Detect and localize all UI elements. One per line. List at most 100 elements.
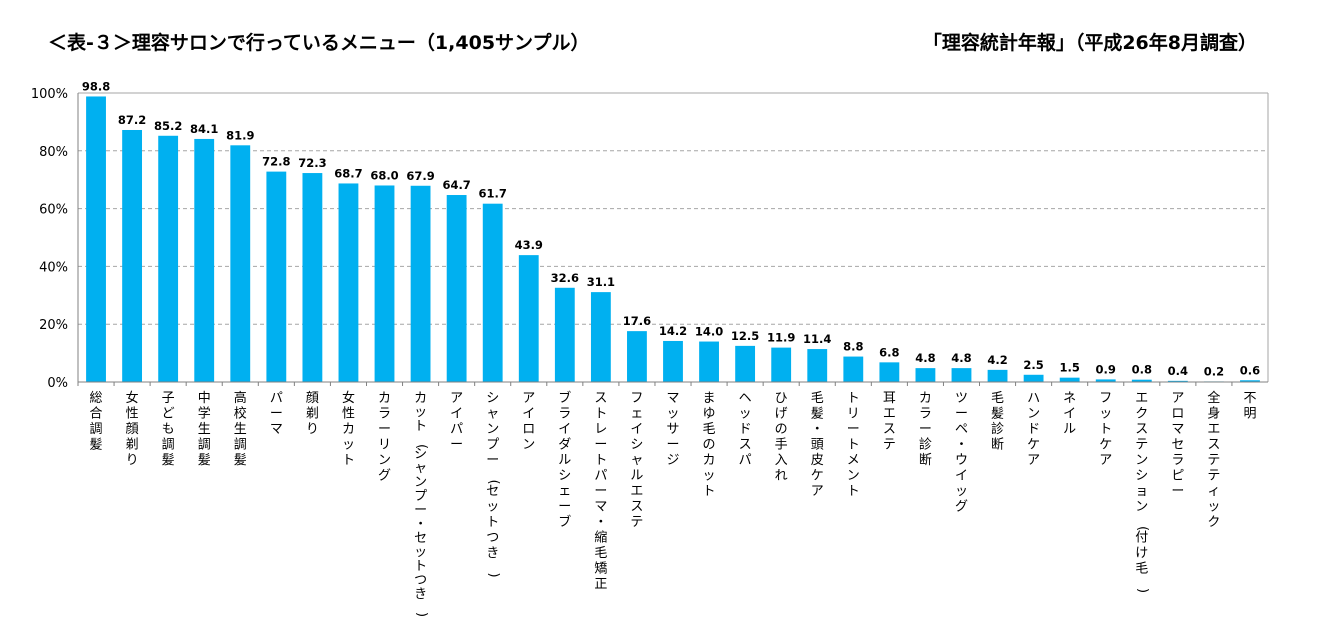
bar: [86, 96, 106, 382]
x-tick-label: アロマセラピー: [1171, 391, 1184, 499]
data-label: 11.9: [767, 331, 795, 345]
bar: [735, 345, 756, 382]
data-label: 84.1: [190, 122, 218, 136]
data-label: 14.0: [695, 325, 723, 339]
x-tick-label: カラー診断: [919, 391, 932, 468]
data-label: 43.9: [515, 238, 543, 252]
data-label: 61.7: [479, 187, 507, 201]
x-tick-label: まゆ毛のカット: [703, 391, 716, 499]
data-label: 85.2: [154, 119, 182, 133]
bar: [1023, 374, 1044, 382]
x-tick-label: 中学生調髪: [198, 391, 211, 468]
x-tick-label: ネイル: [1063, 391, 1076, 437]
label-layer: 98.8 87.2 85.2 84.1 81.9 72.8 72.3 68.7 68.0 67.9…: [82, 79, 1260, 378]
x-tick-label: ヘッドスパ: [739, 391, 752, 468]
data-label: 0.4: [1168, 364, 1188, 378]
data-label: 72.3: [298, 156, 326, 170]
bar: [482, 203, 503, 382]
data-label: 0.6: [1240, 363, 1260, 377]
data-label: 4.2: [987, 353, 1007, 367]
x-tick-label: 高校生調髪: [234, 390, 247, 468]
bar: [554, 287, 575, 382]
bar: [987, 369, 1008, 382]
bar: [843, 356, 864, 382]
x-tick-label: フェイシャルエステ: [630, 391, 643, 530]
bar: [374, 185, 395, 382]
bar: [1095, 379, 1116, 382]
bar: [663, 340, 683, 382]
axis-layer: 0% 20% 40% 60% 80% 100% 総合調髪 女性顔剃り 子ども調髪 中学生調髪 高校生…: [31, 87, 1269, 617]
bar: [302, 173, 323, 382]
bar: [158, 135, 179, 382]
y-tick-label: 20%: [39, 318, 68, 333]
x-tick-label: ストレートパーマ・縮毛矯正: [594, 391, 607, 592]
x-tick-label: エクステンション(付け毛): [1135, 391, 1150, 593]
x-tick-label: パーマ: [270, 391, 283, 437]
data-label: 11.4: [803, 332, 831, 346]
data-label: 1.5: [1059, 361, 1079, 375]
x-tick-label: 子ども調髪: [162, 391, 175, 468]
bar: [194, 138, 215, 382]
bar: [1059, 377, 1080, 382]
data-label: 81.9: [226, 128, 254, 142]
x-tick-label: 総合調髪: [90, 391, 103, 453]
data-label: 12.5: [731, 329, 759, 343]
x-tick-label: ツーペ・ウイッグ: [955, 391, 968, 515]
data-label: 0.2: [1204, 364, 1224, 378]
grid-layer: [78, 92, 1268, 325]
data-label: 17.6: [623, 314, 651, 328]
x-tick-label: トリートメント: [847, 391, 860, 499]
data-label: 31.1: [587, 275, 615, 289]
data-label: 14.2: [659, 324, 687, 338]
data-label: 98.8: [82, 79, 110, 93]
bar: [230, 145, 251, 382]
x-tick-label: フットケア: [1099, 391, 1112, 468]
bar: [590, 292, 611, 382]
data-label: 2.5: [1023, 358, 1043, 372]
data-label: 8.8: [843, 340, 863, 354]
bar: [446, 195, 467, 382]
x-tick-label: 毛髪・頭皮ケア: [811, 391, 824, 499]
y-tick-label: 100%: [31, 87, 68, 102]
y-tick-label: 60%: [39, 203, 68, 218]
bar: [338, 183, 359, 382]
chart-title: ＜表-３＞理容サロンで行っているメニュー（1,405サンプル）: [48, 32, 590, 54]
x-tick-label: 不明: [1243, 391, 1256, 422]
x-tick-label: 女性顔剃り: [126, 390, 139, 468]
data-label: 87.2: [118, 113, 146, 127]
bar-layer: [86, 96, 1260, 382]
bar: [1240, 380, 1260, 382]
x-tick-label: カット(シャンプー・セットつき): [414, 391, 429, 617]
x-tick-label: シャンプー(セットつき): [486, 391, 501, 578]
y-tick-label: 0%: [47, 376, 68, 391]
y-tick-label: 40%: [39, 260, 68, 275]
bar: [915, 368, 936, 382]
x-tick-label: マッサージ: [666, 391, 679, 468]
x-tick-label: 毛髪診断: [991, 391, 1004, 453]
bar: [266, 171, 287, 382]
bar: [699, 341, 719, 382]
data-label: 67.9: [406, 169, 434, 183]
y-tick-label: 80%: [39, 145, 68, 160]
x-tick-label: 全身エステティック: [1207, 390, 1220, 530]
data-label: 0.8: [1132, 363, 1152, 377]
data-label: 4.8: [951, 351, 971, 365]
data-label: 0.9: [1096, 362, 1116, 376]
data-label: 32.6: [551, 271, 579, 285]
bar: [410, 185, 431, 382]
data-label: 4.8: [915, 351, 935, 365]
x-tick-label: アイロン: [522, 391, 535, 453]
bar: [627, 331, 647, 382]
chart-source: 「理容統計年報」（平成26年8月調査）: [922, 32, 1257, 54]
x-tick-label: 顔剃り: [306, 391, 319, 437]
data-label: 68.7: [334, 166, 362, 180]
bar: [1131, 379, 1152, 382]
x-tick-label: ハンドケア: [1027, 391, 1040, 468]
bar: [951, 368, 972, 382]
x-tick-label: 女性カット: [342, 390, 355, 468]
bar: [1167, 380, 1188, 382]
bar: [122, 129, 143, 382]
bar: [879, 362, 900, 382]
bar: [518, 255, 539, 382]
